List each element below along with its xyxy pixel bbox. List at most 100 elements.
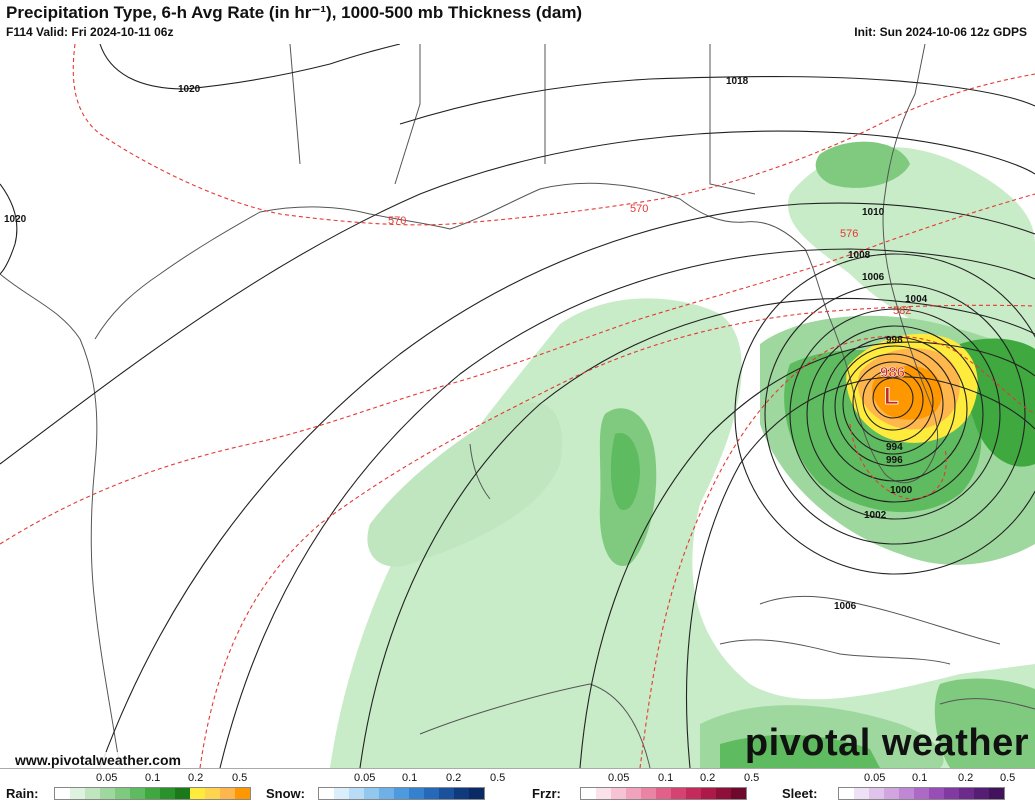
legend-swatch — [641, 788, 656, 799]
legend-swatch — [469, 788, 484, 799]
isobars — [0, 44, 1035, 768]
legend-swatch — [409, 788, 424, 799]
isobar-label: 1010 — [862, 207, 885, 218]
legend-bar — [580, 787, 747, 800]
legend-tick: 0.05 — [608, 772, 630, 784]
legend-swatch — [334, 788, 349, 799]
valid-time: F114 Valid: Fri 2024-10-11 06z — [6, 25, 174, 39]
legend-swatch — [145, 788, 160, 799]
legend-swatch — [974, 788, 989, 799]
legend-swatch — [731, 788, 746, 799]
isobar-label: 1020 — [178, 84, 201, 95]
legend-swatch — [626, 788, 641, 799]
legend-swatch — [686, 788, 701, 799]
legend-tick: 0.1 — [658, 772, 674, 784]
legend-tick: 0.2 — [700, 772, 716, 784]
legend-swatch — [581, 788, 596, 799]
legend-swatch — [190, 788, 205, 799]
thickness-label: 570 — [630, 203, 648, 215]
legend-label: Frzr: — [532, 786, 561, 801]
isobar-label: 1002 — [864, 510, 887, 521]
legend-swatch — [364, 788, 379, 799]
legend-label: Sleet: — [782, 786, 818, 801]
legend-tick: 0.2 — [958, 772, 974, 784]
thickness-label: 582 — [893, 305, 911, 317]
legend-swatch — [914, 788, 929, 799]
legend-tick: 0.05 — [354, 772, 376, 784]
legend-bar — [54, 787, 251, 800]
isobar-label: 1006 — [834, 601, 857, 612]
header: Precipitation Type, 6-h Avg Rate (in hr⁻… — [0, 0, 1035, 45]
legend-swatch — [85, 788, 100, 799]
legend-swatch — [220, 788, 235, 799]
legend-swatch — [439, 788, 454, 799]
geographic-boundaries — [0, 44, 1035, 768]
legend-tick: 0.1 — [145, 772, 161, 784]
thickness-label: 576 — [840, 228, 858, 240]
legend-bar — [838, 787, 1005, 800]
legend-swatch — [959, 788, 974, 799]
legend-swatch — [70, 788, 85, 799]
isobar-label: 1004 — [905, 294, 928, 305]
legend-tick: 0.5 — [1000, 772, 1016, 784]
precipitation-shading — [330, 141, 1035, 768]
isobar-label: 1000 — [890, 485, 913, 496]
legend-bar — [318, 787, 485, 800]
legend-swatch — [175, 788, 190, 799]
legend-swatch — [869, 788, 884, 799]
legend-swatch — [235, 788, 250, 799]
legend-swatch — [454, 788, 469, 799]
isobar-label: 994 — [886, 442, 903, 453]
legend-swatch — [424, 788, 439, 799]
isobar-label: 996 — [886, 455, 903, 466]
legend-swatch — [130, 788, 145, 799]
brand-logo: pivotal weather — [744, 722, 1029, 764]
legend-tick: 0.2 — [446, 772, 462, 784]
legend-swatch — [701, 788, 716, 799]
legend-label: Rain: — [6, 786, 39, 801]
map-canvas: 1020 1020 1018 1010 1008 1006 1004 998 9… — [0, 44, 1035, 768]
legend-tick: 0.05 — [864, 772, 886, 784]
legend-swatch — [379, 788, 394, 799]
isobar-label: 1008 — [848, 250, 871, 261]
legend-tick: 0.1 — [402, 772, 418, 784]
legend-swatch — [394, 788, 409, 799]
legend-swatch — [884, 788, 899, 799]
isobar-label: 1020 — [4, 214, 27, 225]
legend-swatch — [205, 788, 220, 799]
legend-swatch — [160, 788, 175, 799]
weather-map: 1020 1020 1018 1010 1008 1006 1004 998 9… — [0, 44, 1035, 768]
thickness-label: 570 — [388, 215, 406, 227]
legend-swatch — [115, 788, 130, 799]
low-pressure-symbol: L — [884, 383, 899, 410]
legend-tick: 0.5 — [232, 772, 248, 784]
isobar-label: 1006 — [862, 272, 885, 283]
legend-tick: 0.1 — [912, 772, 928, 784]
legend-swatch — [611, 788, 626, 799]
low-pressure-center: 986 L — [880, 364, 906, 411]
isobar-label: 998 — [886, 335, 903, 346]
legend-tick: 0.5 — [744, 772, 760, 784]
legend-swatch — [671, 788, 686, 799]
legend-swatch — [100, 788, 115, 799]
legend-tick: 0.05 — [96, 772, 118, 784]
website-url: www.pivotalweather.com — [12, 752, 184, 768]
low-pressure-value: 986 — [880, 364, 905, 381]
init-time: Init: Sun 2024-10-06 12z GDPS — [854, 25, 1027, 39]
map-title: Precipitation Type, 6-h Avg Rate (in hr⁻… — [6, 3, 583, 22]
legend-swatch — [596, 788, 611, 799]
legend-swatch — [929, 788, 944, 799]
legend-swatch — [899, 788, 914, 799]
legend-swatch — [944, 788, 959, 799]
legend-label: Snow: — [266, 786, 305, 801]
legend-tick: 0.5 — [490, 772, 506, 784]
legend-swatch — [716, 788, 731, 799]
precip-legend: Rain: 0.05 0.1 0.2 0.5 Snow: 0.05 0.1 0.… — [0, 768, 1035, 801]
thickness-lines — [0, 44, 1035, 768]
isobar-label: 1018 — [726, 76, 749, 87]
legend-swatch — [854, 788, 869, 799]
legend-swatch — [55, 788, 70, 799]
legend-swatch — [349, 788, 364, 799]
contour-labels: 1020 1020 1018 1010 1008 1006 1004 998 9… — [4, 76, 928, 612]
legend-swatch — [839, 788, 854, 799]
